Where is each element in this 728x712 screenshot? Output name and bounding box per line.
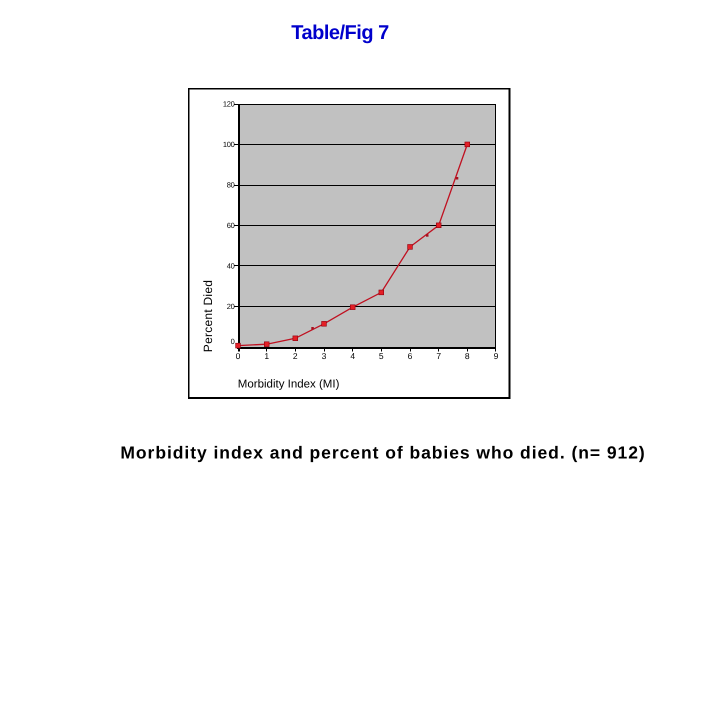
svg-text:8: 8 [465,351,470,361]
svg-text:5: 5 [379,351,384,361]
svg-text:120: 120 [223,100,235,109]
svg-text:7: 7 [436,351,441,361]
svg-text:Percent Died: Percent Died [201,280,215,352]
svg-text:80: 80 [227,181,235,190]
svg-text:40: 40 [227,261,235,270]
svg-text:Morbidity Index (MI): Morbidity Index (MI) [238,379,340,391]
svg-text:9: 9 [494,351,499,361]
svg-text:3: 3 [322,351,327,361]
svg-text:Table/Fig 7: Table/Fig 7 [291,22,389,44]
svg-text:Morbidity index and percent of: Morbidity index and percent of babies wh… [120,442,645,462]
svg-text:0: 0 [236,351,241,361]
svg-text:100: 100 [223,140,235,149]
svg-text:2: 2 [293,351,298,361]
svg-text:6: 6 [408,351,413,361]
svg-text:60: 60 [227,221,235,230]
svg-text:4: 4 [350,351,355,361]
svg-text:0: 0 [231,337,235,346]
svg-text:1: 1 [264,351,269,361]
svg-text:20: 20 [227,302,235,311]
